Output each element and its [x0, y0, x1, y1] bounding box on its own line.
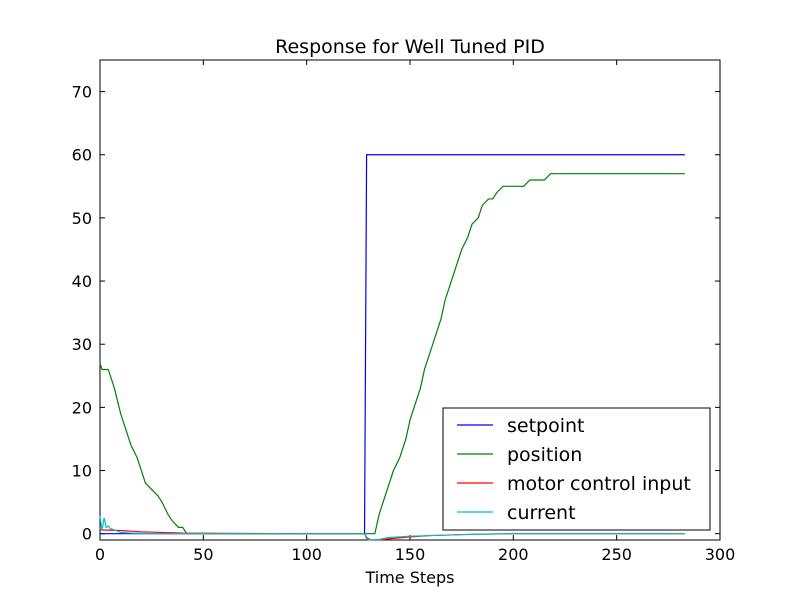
y-tick-label: 60	[72, 146, 92, 165]
y-tick-label: 10	[72, 462, 92, 481]
x-tick-label: 300	[705, 545, 736, 564]
y-tick-label: 40	[72, 272, 92, 291]
series-line-current	[99, 515, 685, 541]
legend-label: current	[507, 502, 576, 524]
axis-ticks: 0 50 100 150 200 250 300 0 10 20 30 40 50 60 70	[72, 60, 736, 564]
y-tick-label: 0	[82, 525, 92, 544]
x-axis-label: Time Steps	[364, 568, 454, 587]
legend: setpoint position motor control input curre…	[442, 407, 711, 531]
x-tick-label: 0	[95, 545, 105, 564]
legend-box	[442, 407, 711, 531]
legend-label: setpoint	[507, 415, 585, 437]
series-line-motor-control-input	[99, 529, 685, 541]
series-line-position	[99, 173, 685, 535]
legend-label: position	[507, 444, 582, 466]
x-tick-label: 100	[291, 545, 322, 564]
x-tick-label: 200	[498, 545, 529, 564]
legend-label: motor control input	[507, 473, 691, 495]
y-tick-label: 50	[72, 209, 92, 228]
x-tick-label: 50	[193, 545, 213, 564]
x-tick-label: 150	[395, 545, 426, 564]
y-tick-label: 20	[72, 398, 92, 417]
series-lines	[99, 154, 685, 541]
y-tick-label: 70	[72, 83, 92, 102]
x-tick-label: 250	[601, 545, 632, 564]
chart-title: Response for Well Tuned PID	[275, 36, 545, 58]
y-tick-label: 30	[72, 335, 92, 354]
